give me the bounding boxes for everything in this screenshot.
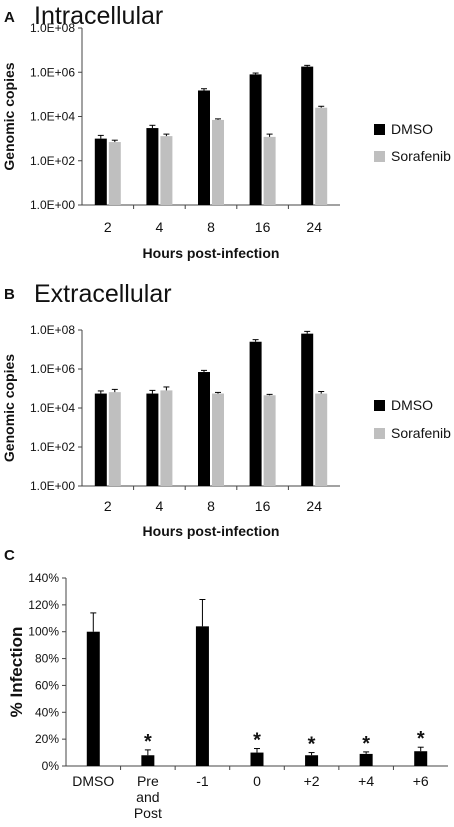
bar — [198, 90, 210, 205]
x-tick-label: DMSO — [72, 773, 114, 789]
x-tick-label: +2 — [304, 773, 320, 789]
y-axis-label: Genomic copies — [1, 354, 17, 462]
chart-c: C 0% 20% 40% 60% 80% 100% 120% 140% % Infection DM… — [4, 547, 448, 821]
bar — [212, 393, 224, 486]
bar — [108, 142, 121, 205]
x-tick-label: 4 — [156, 219, 164, 235]
legend-label: DMSO — [391, 397, 433, 413]
bar — [249, 341, 262, 486]
bar — [414, 751, 428, 766]
y-tick-label: 1.0E+02 — [30, 440, 75, 454]
x-tick-label: 0 — [253, 773, 261, 789]
chart-title: Extracellular — [34, 280, 172, 308]
x-tick-label: +4 — [358, 773, 374, 789]
bar — [86, 631, 100, 766]
x-axis-label: Hours post-infection — [143, 245, 280, 261]
bar — [160, 136, 173, 205]
bar — [315, 393, 328, 486]
legend-swatch — [374, 151, 385, 162]
y-tick-label: 120% — [28, 598, 59, 612]
y-tick-label: 1.0E+08 — [30, 323, 75, 337]
chart-b: B Extracellular 1.0E+00 1.0E+02 1.0E+04 1.0E+… — [1, 280, 451, 539]
significance-marker: * — [253, 730, 261, 752]
x-tick-label: 8 — [207, 498, 215, 514]
y-tick-label: 1.0E+04 — [30, 110, 75, 124]
significance-marker: * — [308, 734, 316, 756]
y-tick-label: 1.0E+00 — [30, 198, 75, 212]
y-axis-label: % Infection — [7, 627, 26, 718]
bar — [195, 626, 209, 766]
x-axis-label: Hours post-infection — [143, 523, 280, 539]
bar — [301, 66, 314, 205]
bar — [94, 138, 107, 205]
legend-label: Sorafenib — [391, 425, 451, 441]
bar — [301, 333, 314, 486]
bar — [198, 372, 210, 486]
chart-title: Intracellular — [34, 2, 163, 30]
y-tick-label: 20% — [35, 732, 59, 746]
bar — [263, 395, 276, 486]
y-tick-label: 1.0E+06 — [30, 65, 75, 79]
bar — [263, 136, 276, 205]
bar — [141, 755, 155, 766]
y-tick-label: 0% — [42, 759, 60, 773]
significance-marker: * — [417, 728, 425, 750]
panel-letter: A — [4, 9, 15, 26]
y-tick-label: 40% — [35, 705, 59, 719]
chart-a: A Intracellular 1.0E+00 1.0E+02 1.0E+04 1.0E+… — [1, 2, 451, 261]
y-tick-label: 80% — [35, 652, 59, 666]
y-tick-label: 100% — [28, 625, 59, 639]
y-tick-label: 60% — [35, 678, 59, 692]
bar — [212, 119, 224, 205]
y-tick-label: 140% — [28, 571, 59, 585]
bar — [146, 393, 159, 486]
legend-label: Sorafenib — [391, 148, 451, 164]
y-tick-label: 1.0E+00 — [30, 479, 75, 493]
legend-swatch — [374, 124, 385, 135]
x-tick-label: +6 — [413, 773, 429, 789]
y-axis-label: Genomic copies — [1, 62, 17, 170]
panel-letter: C — [4, 547, 15, 564]
x-tick-label: 4 — [156, 498, 164, 514]
y-tick-label: 1.0E+06 — [30, 362, 75, 376]
bar — [249, 74, 262, 205]
y-tick-label: 1.0E+04 — [30, 401, 75, 415]
legend-swatch — [374, 400, 385, 411]
bar — [94, 393, 107, 486]
bar — [315, 107, 328, 205]
legend-swatch — [374, 428, 385, 439]
bar — [146, 128, 159, 205]
significance-marker: * — [362, 733, 370, 755]
x-tick-label: 2 — [104, 219, 112, 235]
bar — [359, 753, 373, 766]
y-tick-label: 1.0E+02 — [30, 154, 75, 168]
x-tick-label: 8 — [207, 219, 215, 235]
significance-marker: * — [144, 731, 152, 753]
bar — [305, 755, 319, 766]
bar — [108, 392, 121, 486]
y-tick-label: 1.0E+08 — [30, 21, 75, 35]
x-tick-label: 24 — [306, 219, 322, 235]
x-tick-label: 16 — [255, 219, 271, 235]
bar — [250, 752, 264, 766]
panel-letter: B — [4, 286, 15, 303]
x-tick-label: -1 — [196, 773, 209, 789]
x-tick-label: Pre and Post — [134, 773, 162, 821]
x-tick-label: 16 — [255, 498, 271, 514]
x-tick-label: 2 — [104, 498, 112, 514]
bar — [160, 390, 173, 486]
legend-label: DMSO — [391, 121, 433, 137]
x-tick-label: 24 — [306, 498, 322, 514]
